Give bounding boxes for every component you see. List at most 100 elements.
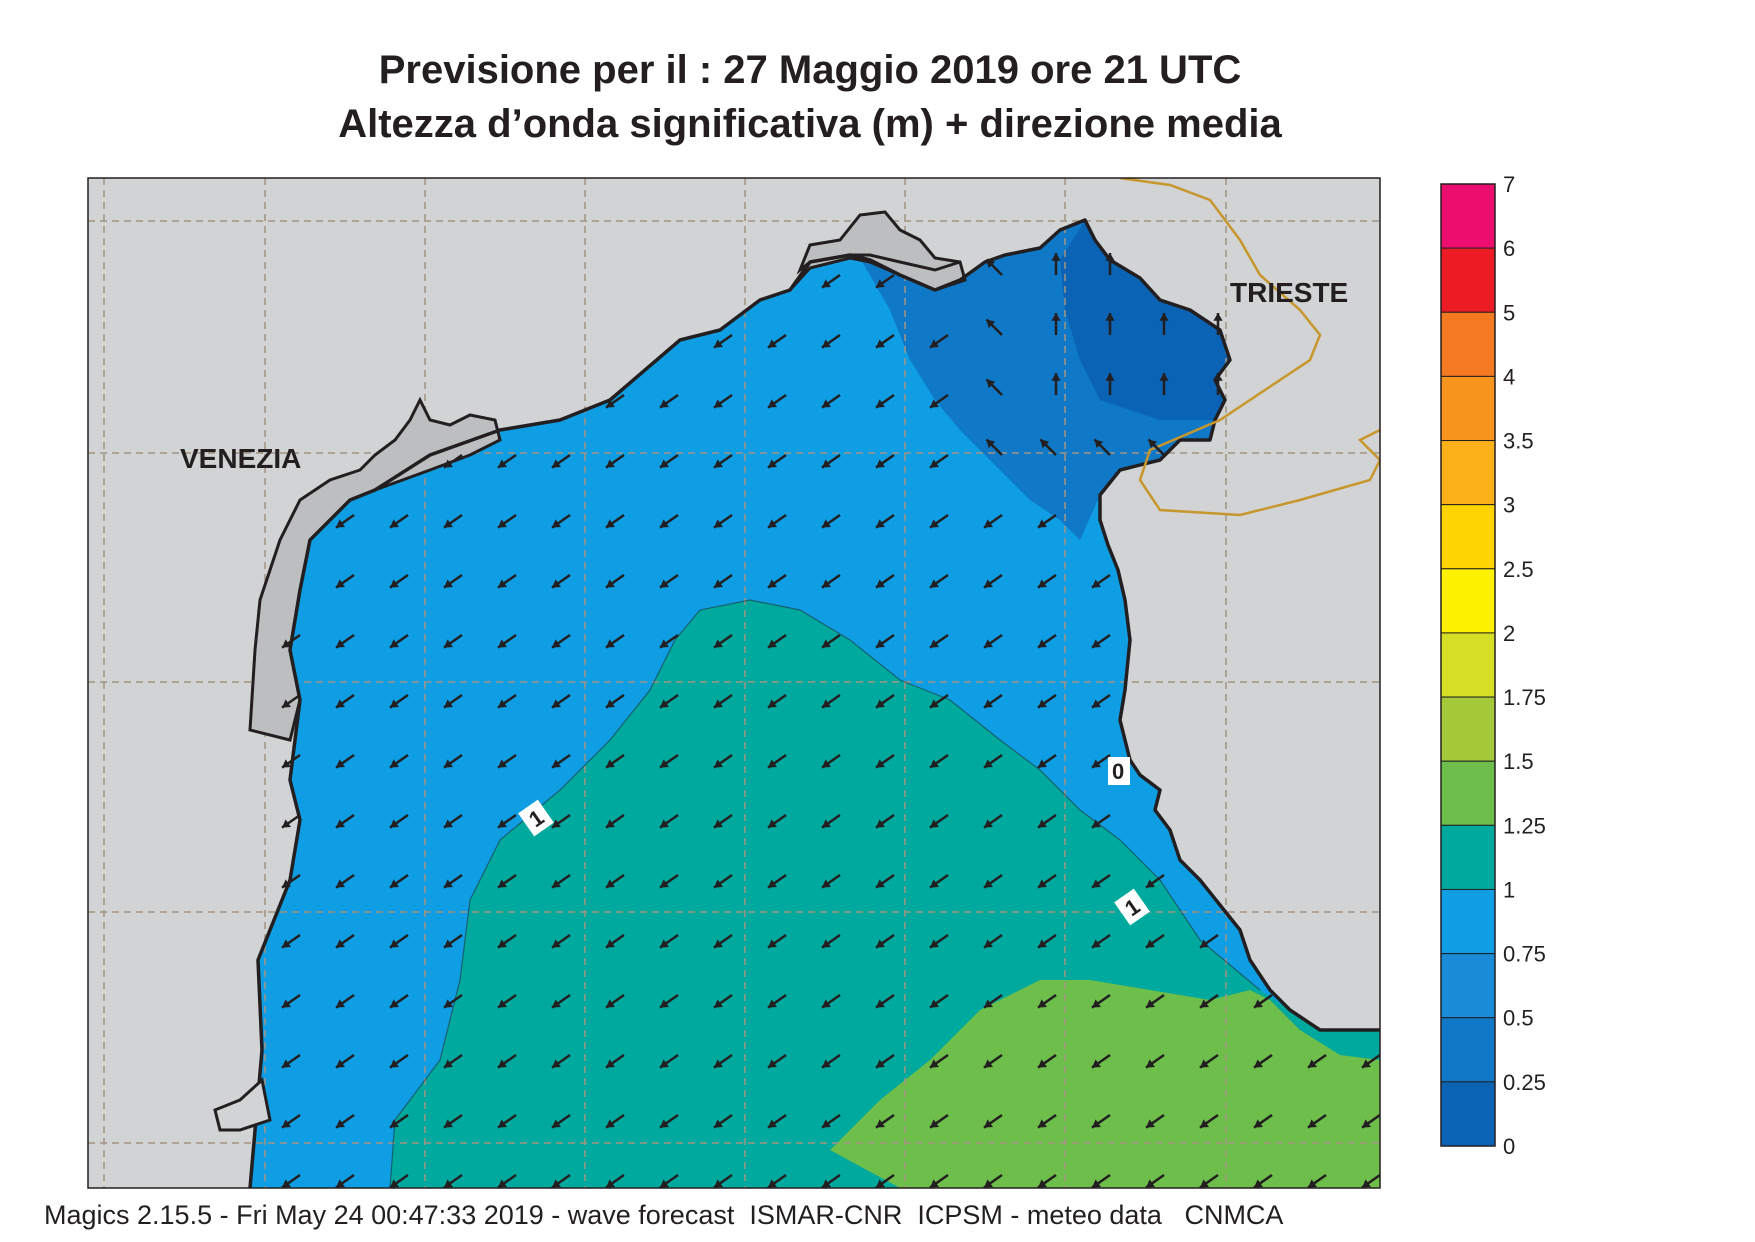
wave-arrow-head: [497, 1059, 507, 1068]
wave-arrow-head: [767, 1179, 777, 1188]
wave-arrow-head: [551, 1059, 561, 1068]
wave-arrow-head: [767, 699, 777, 708]
wave-arrow-head: [551, 759, 561, 768]
wave-arrow-head: [281, 759, 291, 768]
wave-arrow-head: [713, 339, 723, 348]
wave-arrow-head: [443, 759, 453, 768]
wave-arrow-head: [1253, 1119, 1263, 1128]
legend-swatch: [1440, 696, 1496, 762]
wave-arrow-head: [497, 759, 507, 768]
legend-tick-label: 0.75: [1503, 942, 1546, 967]
wave-arrow-head: [821, 579, 831, 588]
contour-label: 0: [1112, 759, 1124, 784]
map-frame: [87, 177, 1381, 1189]
po-delta-coast: [213, 1077, 272, 1132]
wave-arrow-head: [1361, 1179, 1371, 1188]
wave-arrow-head: [659, 1059, 669, 1068]
legend-tick-label: 3: [1503, 493, 1515, 518]
coastline: [248, 218, 1380, 1188]
wave-arrow-head: [1040, 439, 1050, 449]
wave-arrow-head: [875, 999, 885, 1008]
wave-arrow-head: [497, 519, 507, 528]
wave-arrow-head: [767, 639, 777, 648]
wave-arrow-head: [659, 519, 669, 528]
wave-arrow-head: [443, 639, 453, 648]
wave-arrow-head: [1037, 579, 1047, 588]
wave-arrow-head: [335, 759, 345, 768]
legend-tick-label: 0.25: [1503, 1070, 1546, 1095]
wave-arrow-head: [821, 759, 831, 768]
wave-arrow-head: [605, 1179, 615, 1188]
wave-arrow-head: [1051, 373, 1061, 381]
wave-arrow-head: [767, 459, 777, 468]
wave-arrow-head: [1091, 579, 1101, 588]
wave-arrow-head: [1037, 999, 1047, 1008]
wave-arrow-head: [551, 579, 561, 588]
wave-arrow-head: [929, 1119, 939, 1128]
wave-arrow-head: [605, 519, 615, 528]
wave-arrow-head: [389, 699, 399, 708]
legend-swatch: [1440, 183, 1496, 249]
legend-swatch: [1440, 824, 1496, 890]
wave-arrow-head: [1253, 1059, 1263, 1068]
legend-swatch: [1440, 1081, 1496, 1147]
wave-arrow-head: [713, 579, 723, 588]
wave-arrow-head: [389, 1179, 399, 1188]
wave-arrow-head: [281, 1059, 291, 1068]
legend-tick-label: 2: [1503, 621, 1515, 646]
wave-arrow-head: [767, 999, 777, 1008]
wave-arrow-head: [767, 819, 777, 828]
wave-arrow-head: [281, 639, 291, 648]
wave-arrow-head: [389, 999, 399, 1008]
wave-arrow-head: [713, 699, 723, 708]
wave-arrow-head: [1105, 253, 1115, 261]
wave-arrow-head: [281, 819, 291, 828]
wave-arrow-head: [443, 879, 453, 888]
wave-arrow-head: [551, 639, 561, 648]
wave-arrow-head: [281, 699, 291, 708]
legend-swatch: [1440, 311, 1496, 377]
wave-arrow-head: [1037, 1119, 1047, 1128]
legend-swatch: [1440, 632, 1496, 698]
wave-arrow-head: [767, 519, 777, 528]
wave-arrow-head: [821, 519, 831, 528]
wave-arrow-head: [443, 519, 453, 528]
wave-arrow-head: [875, 1119, 885, 1128]
wave-arrow-head: [389, 1059, 399, 1068]
wave-arrow-head: [929, 639, 939, 648]
wave-arrow-head: [605, 999, 615, 1008]
wave-arrow-head: [659, 999, 669, 1008]
wave-arrow-head: [497, 939, 507, 948]
wave-arrow-head: [1094, 439, 1104, 449]
wave-arrow-head: [1091, 1179, 1101, 1188]
wave-arrow-head: [875, 1179, 885, 1188]
wave-arrow-head: [929, 879, 939, 888]
wave-arrow-head: [389, 759, 399, 768]
wave-arrow-head: [1091, 1119, 1101, 1128]
wave-arrow-head: [713, 519, 723, 528]
wave-arrow-head: [713, 999, 723, 1008]
legend-swatch: [1440, 375, 1496, 442]
wave-arrow-head: [821, 999, 831, 1008]
wave-arrow-head: [713, 639, 723, 648]
wave-arrow-head: [497, 1119, 507, 1128]
wave-arrow-head: [1105, 313, 1115, 321]
wave-arrow-head: [1145, 1119, 1155, 1128]
color-legend: 0 0.25 0.5 0.75 1 1.25 1.5 1.75 2 2.5 3 3.5 4 5 6 7: [1440, 172, 1546, 1159]
wave-arrow-head: [335, 999, 345, 1008]
legend-swatch: [1440, 760, 1496, 826]
wave-arrow-head: [497, 1179, 507, 1188]
wave-arrow-head: [497, 459, 507, 468]
wave-arrow-head: [1199, 1179, 1209, 1188]
wave-arrow-head: [1037, 1059, 1047, 1068]
wave-arrow-head: [551, 699, 561, 708]
wave-arrow-head: [875, 879, 885, 888]
wave-arrow-head: [1148, 439, 1158, 449]
wave-arrow-head: [281, 1119, 291, 1128]
wave-arrow-head: [929, 1059, 939, 1068]
wave-arrow-head: [767, 879, 777, 888]
wave-arrow-head: [335, 939, 345, 948]
wave-arrow-head: [443, 1179, 453, 1188]
wave-arrow-head: [551, 1179, 561, 1188]
wave-arrow-head: [1145, 1179, 1155, 1188]
